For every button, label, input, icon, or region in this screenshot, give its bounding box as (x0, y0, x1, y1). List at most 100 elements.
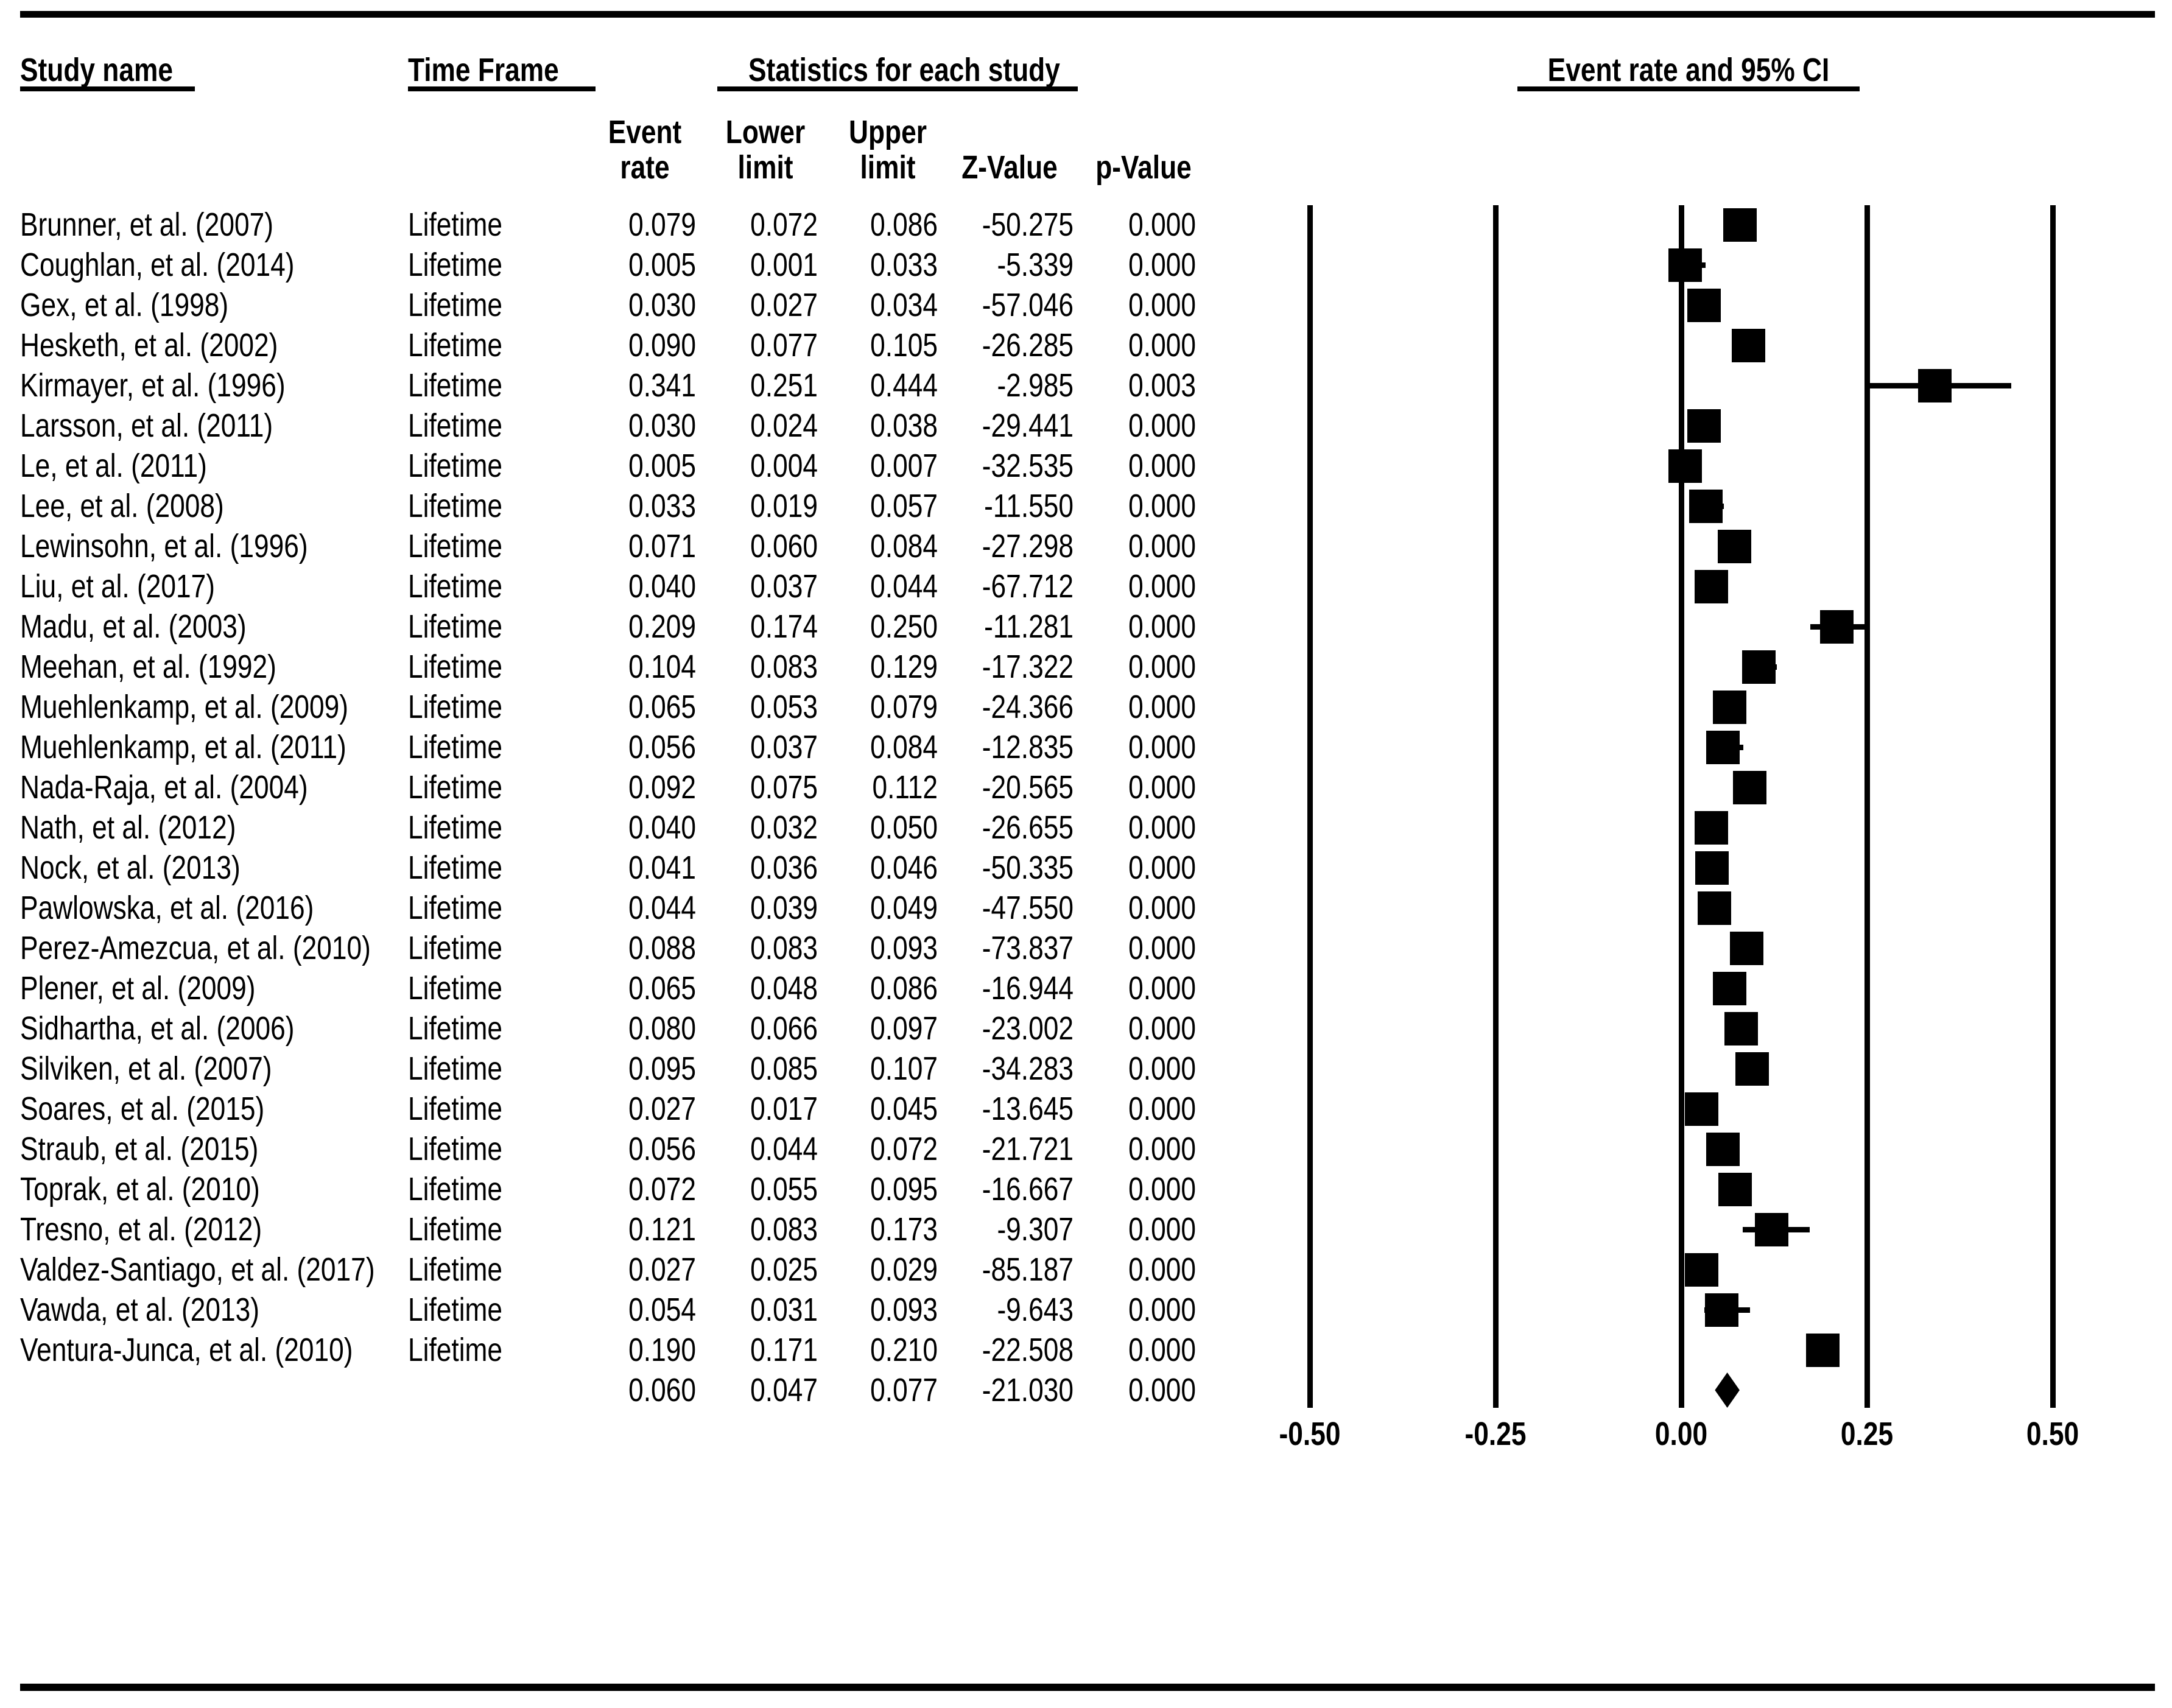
p-value-cell: 0.000 (1128, 849, 1196, 886)
p-value-cell: 0.000 (1128, 247, 1196, 283)
time-frame-cell: Lifetime (408, 890, 503, 926)
subheader-lower-limit: limit (737, 149, 793, 186)
effect-square (1687, 289, 1721, 322)
z-value-cell: -5.339 (997, 247, 1074, 283)
upper-limit-cell: 0.034 (870, 287, 938, 323)
event-rate-cell: 0.209 (628, 608, 696, 645)
lower-limit-cell: 0.083 (750, 648, 818, 685)
effect-square (1706, 731, 1740, 764)
effect-square (1684, 1253, 1718, 1287)
statistics-underline (717, 86, 1078, 91)
event-rate-cell: 0.341 (628, 367, 696, 404)
bottom-rule (20, 1684, 2155, 1691)
gridline-neg-025 (1493, 205, 1499, 1408)
upper-limit-cell: 0.095 (870, 1171, 938, 1207)
upper-limit-cell: 0.049 (870, 890, 938, 926)
upper-limit-cell: 0.107 (870, 1050, 938, 1087)
event-rate-cell: 0.092 (628, 769, 696, 806)
p-value-cell: 0.000 (1128, 1292, 1196, 1328)
summary-p-value-cell: 0.000 (1128, 1372, 1196, 1408)
time-frame-cell: Lifetime (408, 488, 503, 524)
effect-square (1668, 248, 1703, 282)
upper-limit-cell: 0.046 (870, 849, 938, 886)
upper-limit-cell: 0.105 (870, 327, 938, 364)
lower-limit-cell: 0.004 (750, 448, 818, 484)
time-frame-cell: Lifetime (408, 448, 503, 484)
time-frame-cell: Lifetime (408, 206, 503, 243)
upper-limit-cell: 0.045 (870, 1091, 938, 1127)
effect-square (1741, 650, 1776, 684)
time-frame-cell: Lifetime (408, 247, 503, 283)
time-frame-cell: Lifetime (408, 729, 503, 765)
lower-limit-cell: 0.019 (750, 488, 818, 524)
summary-event-rate-cell: 0.060 (628, 1372, 696, 1408)
z-value-cell: -21.721 (982, 1131, 1074, 1167)
subheader-rate: rate (620, 149, 670, 186)
p-value-cell: 0.000 (1128, 488, 1196, 524)
lower-limit-cell: 0.053 (750, 689, 818, 725)
effect-square (1687, 409, 1721, 443)
plot-group-underline (1517, 86, 1860, 91)
study-name-cell: Tresno, et al. (2012) (20, 1211, 262, 1248)
effect-square (1754, 1213, 1788, 1246)
lower-limit-cell: 0.024 (750, 407, 818, 444)
upper-limit-cell: 0.093 (870, 930, 938, 966)
time-frame-cell: Lifetime (408, 1251, 503, 1288)
subheader-upper: Upper (849, 114, 927, 150)
z-value-cell: -9.307 (997, 1211, 1074, 1248)
lower-limit-cell: 0.001 (750, 247, 818, 283)
time-frame-cell: Lifetime (408, 528, 503, 564)
event-rate-cell: 0.080 (628, 1010, 696, 1047)
z-value-cell: -34.283 (982, 1050, 1074, 1087)
time-frame-cell: Lifetime (408, 1010, 503, 1047)
x-tick-label: 0.25 (1840, 1416, 1894, 1452)
study-name-cell: Plener, et al. (2009) (20, 970, 256, 1007)
event-rate-cell: 0.079 (628, 206, 696, 243)
effect-square (1713, 972, 1747, 1005)
subheader-upper-limit: limit (860, 149, 916, 186)
z-value-cell: -9.643 (997, 1292, 1074, 1328)
event-rate-cell: 0.056 (628, 1131, 696, 1167)
gridline-zero (1679, 205, 1684, 1408)
lower-limit-cell: 0.037 (750, 729, 818, 765)
study-name-cell: Madu, et al. (2003) (20, 608, 247, 645)
study-name-cell: Nath, et al. (2012) (20, 809, 236, 846)
upper-limit-cell: 0.029 (870, 1251, 938, 1288)
effect-square (1735, 1052, 1769, 1086)
upper-limit-cell: 0.093 (870, 1292, 938, 1328)
lower-limit-cell: 0.044 (750, 1131, 818, 1167)
event-rate-cell: 0.041 (628, 849, 696, 886)
lower-limit-cell: 0.060 (750, 528, 818, 564)
effect-square (1704, 1293, 1738, 1327)
lower-limit-cell: 0.055 (750, 1171, 818, 1207)
effect-square (1805, 1334, 1840, 1367)
study-name-underline (20, 86, 195, 91)
col-header-study-name: Study name (20, 52, 173, 88)
z-value-cell: -26.655 (982, 809, 1074, 846)
event-rate-cell: 0.030 (628, 287, 696, 323)
time-frame-cell: Lifetime (408, 608, 503, 645)
effect-square (1694, 570, 1728, 603)
subheader-p-value: p-Value (1095, 149, 1192, 186)
upper-limit-cell: 0.038 (870, 407, 938, 444)
event-rate-cell: 0.090 (628, 327, 696, 364)
study-name-cell: Pawlowska, et al. (2016) (20, 890, 314, 926)
lower-limit-cell: 0.083 (750, 1211, 818, 1248)
z-value-cell: -57.046 (982, 287, 1074, 323)
time-frame-cell: Lifetime (408, 407, 503, 444)
z-value-cell: -16.667 (982, 1171, 1074, 1207)
effect-square (1684, 1092, 1718, 1126)
p-value-cell: 0.000 (1128, 1010, 1196, 1047)
x-tick-label: -0.25 (1464, 1416, 1527, 1452)
time-frame-cell: Lifetime (408, 1332, 503, 1368)
p-value-cell: 0.000 (1128, 970, 1196, 1007)
z-value-cell: -50.335 (982, 849, 1074, 886)
p-value-cell: 0.000 (1128, 1171, 1196, 1207)
z-value-cell: -24.366 (982, 689, 1074, 725)
subheader-z-value: Z-Value (961, 149, 1058, 186)
lower-limit-cell: 0.171 (750, 1332, 818, 1368)
time-frame-cell: Lifetime (408, 849, 503, 886)
event-rate-cell: 0.030 (628, 407, 696, 444)
event-rate-cell: 0.072 (628, 1171, 696, 1207)
effect-square (1668, 449, 1703, 483)
